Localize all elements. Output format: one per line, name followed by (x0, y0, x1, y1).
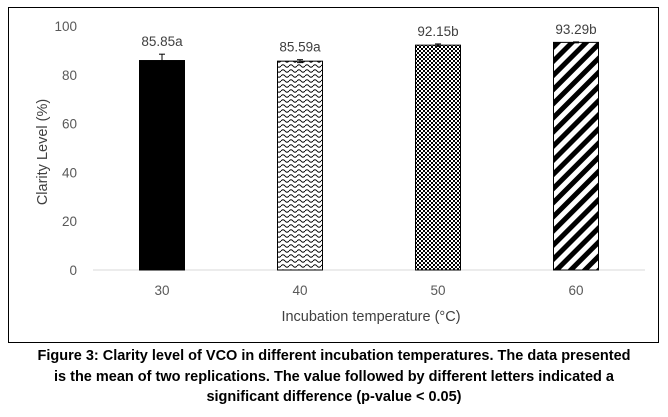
bar (553, 41, 599, 271)
data-label: 93.29b (555, 22, 596, 37)
caption-line-3: significant difference (p-value < 0.05) (206, 389, 462, 405)
y-tick-label: 40 (62, 165, 77, 180)
chart-frame: 0 20 40 60 80 100 85.85a 85.59a 92.15b 93.29b 30… (8, 7, 659, 343)
caption-line-2: is the mean of two replications. The val… (54, 368, 614, 385)
y-tick-label: 80 (62, 68, 77, 83)
data-label: 92.15b (417, 24, 458, 39)
y-tick-label: 20 (62, 214, 77, 229)
caption-line-1: Figure 3: Clarity level of VCO in differ… (37, 348, 631, 364)
y-axis-title: Clarity Level (%) (35, 99, 51, 205)
x-tick-label: 60 (568, 283, 583, 298)
y-tick-label: 100 (54, 19, 77, 34)
y-tick-label: 0 (69, 263, 77, 278)
bar (277, 60, 323, 271)
data-label: 85.85a (141, 34, 183, 49)
y-axis-tick-labels: 0 20 40 60 80 100 (54, 19, 77, 278)
y-tick-label: 60 (62, 117, 77, 132)
bar (415, 44, 461, 271)
bar (139, 60, 185, 271)
x-tick-label: 30 (154, 283, 169, 298)
x-axis-tick-labels: 30 40 50 60 (154, 283, 583, 298)
x-tick-label: 50 (430, 283, 445, 298)
x-tick-label: 40 (292, 283, 307, 298)
bar-chart: 0 20 40 60 80 100 85.85a 85.59a 92.15b 93.29b 30… (35, 19, 645, 325)
figure-caption: Figure 3: Clarity level of VCO in differ… (0, 346, 668, 408)
data-label: 85.59a (279, 40, 321, 55)
bars-group: 85.85a 85.59a 92.15b 93.29b (139, 22, 599, 271)
x-axis-title: Incubation temperature (°C) (281, 309, 460, 325)
